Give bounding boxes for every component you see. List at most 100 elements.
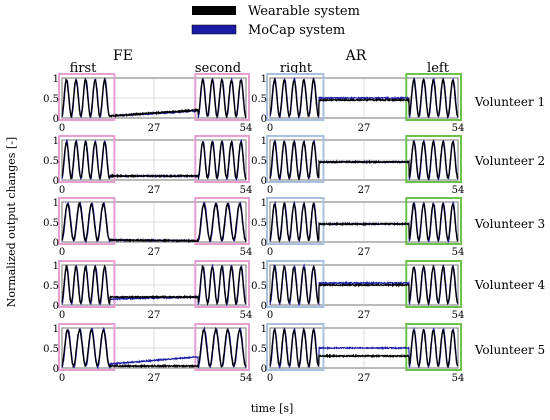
panel-1-fe-series-wearable bbox=[61, 77, 247, 119]
panel-1-fe-xtick-2: 54 bbox=[240, 123, 253, 134]
row-label-volunteer-3: Volunteer 3 bbox=[474, 217, 545, 231]
panel-1-fe-window-second bbox=[194, 73, 250, 121]
panel-3-ar-ytick-2: 1 bbox=[261, 198, 267, 209]
sublabel-first: first bbox=[70, 61, 98, 76]
panel-3-ar-ytick-0: 0 bbox=[261, 238, 267, 249]
panel-3-fe-ytick-2: 1 bbox=[53, 198, 59, 209]
panel-2-ar-window-left bbox=[405, 135, 462, 183]
panel-3-ar-xtick-0: 0 bbox=[267, 247, 273, 258]
panel-4-fe-xtick-2: 54 bbox=[240, 310, 253, 321]
panel-2-fe-xtick-1: 27 bbox=[148, 185, 161, 196]
legend-label-mocap: MoCap system bbox=[248, 23, 345, 38]
panel-2-fe: 0 0.5 1 0 27 54 bbox=[43, 135, 252, 196]
panel-1-ar-series-wearable bbox=[269, 77, 459, 119]
panel-2-fe-ytick-0: 0 bbox=[53, 176, 59, 187]
sublabel-right: right bbox=[280, 61, 313, 76]
panel-4-ar-ytick-0: 0 bbox=[261, 301, 267, 312]
panel-5-ar: 0 0.5 1 0 27 54 bbox=[251, 323, 465, 384]
panel-4-ar-window-right bbox=[266, 260, 325, 308]
panel-5-fe-ytick-2: 1 bbox=[53, 324, 59, 335]
panel-1-fe-ytick-2: 1 bbox=[53, 74, 59, 85]
panel-5-ar-xtick-2: 54 bbox=[452, 373, 465, 384]
panel-3-ar-ytick-1: 0.5 bbox=[251, 218, 267, 229]
panel-3-ar-window-right bbox=[266, 197, 325, 245]
panel-4-fe-xtick-0: 0 bbox=[59, 310, 65, 321]
panel-2-fe-ytick-1: 0.5 bbox=[43, 156, 59, 167]
panel-1-ar-ytick-2: 1 bbox=[261, 74, 267, 85]
y-axis-label: Normalized output changes [-] bbox=[5, 137, 18, 307]
panel-4-fe-ytick-2: 1 bbox=[53, 261, 59, 272]
panel-5-fe-ytick-0: 0 bbox=[53, 364, 59, 375]
legend: Wearable system MoCap system bbox=[191, 4, 360, 38]
legend-label-wearable: Wearable system bbox=[248, 4, 360, 19]
panel-5-ar-xtick-0: 0 bbox=[267, 373, 273, 384]
panel-2-ar-window-right bbox=[266, 135, 325, 183]
panel-1-ar: 0 0.5 1 0 27 54 bbox=[251, 73, 465, 134]
panel-3-ar-window-left bbox=[405, 197, 462, 245]
panel-5-ar-xtick-1: 27 bbox=[358, 373, 371, 384]
panel-4-ar-ytick-2: 1 bbox=[261, 261, 267, 272]
legend-swatch-mocap bbox=[191, 24, 237, 35]
panel-4-fe: 0 0.5 1 0 27 54 bbox=[43, 260, 253, 321]
panel-1-ar-ytick-0: 0 bbox=[261, 114, 267, 125]
sublabel-left: left bbox=[427, 61, 450, 76]
panel-4-fe-xtick-1: 27 bbox=[148, 310, 161, 321]
sublabel-second: second bbox=[195, 61, 241, 76]
panel-1-ar-window-left bbox=[405, 73, 462, 121]
panel-3-fe-window-first bbox=[58, 197, 116, 245]
panel-5-fe-window-first bbox=[58, 323, 116, 371]
panel-3-fe-xtick-1: 27 bbox=[148, 247, 161, 258]
panel-5-ar-ytick-0: 0 bbox=[261, 364, 267, 375]
panel-5-fe-series-wearable bbox=[61, 326, 247, 369]
panel-1-ar-window-right bbox=[266, 73, 325, 121]
panel-5-fe-xtick-0: 0 bbox=[59, 373, 65, 384]
panel-4-fe-series-wearable bbox=[61, 264, 247, 307]
panel-3-fe-ytick-1: 0.5 bbox=[43, 218, 59, 229]
panel-2-fe-series-wearable bbox=[61, 139, 247, 181]
panel-3-fe-series-wearable bbox=[61, 201, 247, 243]
column-title-fe: FE bbox=[113, 48, 133, 64]
panel-3-fe-ytick-0: 0 bbox=[53, 238, 59, 249]
panel-2-fe-ytick-2: 1 bbox=[53, 136, 59, 147]
panel-1-ar-xtick-1: 27 bbox=[358, 123, 371, 134]
x-axis-label: time [s] bbox=[251, 402, 294, 415]
row-label-volunteer-5: Volunteer 5 bbox=[474, 343, 545, 357]
panel-3-ar-xtick-2: 54 bbox=[452, 247, 465, 258]
panel-3-fe-xtick-2: 54 bbox=[240, 247, 253, 258]
panel-5-fe: 0 0.5 1 0 27 54 bbox=[43, 323, 252, 384]
panel-2-ar-series-wearable bbox=[269, 139, 459, 181]
panel-4-fe-ytick-0: 0 bbox=[53, 301, 59, 312]
panel-2-fe-window-first bbox=[58, 135, 116, 183]
panel-4-ar-series-wearable bbox=[269, 264, 459, 306]
panel-4-fe-window-first bbox=[58, 260, 116, 308]
panel-1-fe-ytick-1: 0.5 bbox=[43, 94, 59, 105]
panel-5-ar-ytick-1: 0.5 bbox=[251, 344, 267, 355]
panel-5-fe-xtick-1: 27 bbox=[148, 373, 161, 384]
panel-5-fe-ytick-1: 0.5 bbox=[43, 344, 59, 355]
panel-4-ar-ytick-1: 0.5 bbox=[251, 281, 267, 292]
row-label-volunteer-4: Volunteer 4 bbox=[474, 278, 546, 292]
panel-1-fe-xtick-1: 27 bbox=[148, 123, 161, 134]
row-label-volunteer-2: Volunteer 2 bbox=[474, 154, 545, 168]
panel-1-ar-xtick-2: 54 bbox=[452, 123, 465, 134]
panel-4-fe-window-second bbox=[194, 260, 250, 308]
panel-3-ar-series-wearable bbox=[269, 201, 459, 243]
column-title-ar: AR bbox=[345, 48, 367, 64]
panel-2-ar-xtick-0: 0 bbox=[267, 185, 273, 196]
panel-3-ar-xtick-1: 27 bbox=[358, 247, 371, 258]
panel-2-fe-window-second bbox=[194, 135, 250, 183]
panel-5-ar-series-wearable bbox=[269, 327, 459, 368]
panel-4-fe-ytick-1: 0.5 bbox=[43, 281, 59, 292]
panel-4-ar: 0 0.5 1 0 27 54 bbox=[251, 260, 464, 321]
panel-3-fe-window-second bbox=[194, 197, 250, 245]
panel-5-ar-ytick-2: 1 bbox=[261, 324, 267, 335]
legend-swatch-wearable bbox=[192, 6, 236, 15]
panel-4-ar-xtick-1: 27 bbox=[358, 310, 371, 321]
panel-3-fe-xtick-0: 0 bbox=[59, 247, 65, 258]
panel-1-fe-xtick-0: 0 bbox=[59, 123, 65, 134]
panel-1-fe-window-first bbox=[58, 73, 116, 121]
panel-1-fe-ytick-0: 0 bbox=[53, 114, 59, 125]
panel-2-fe-xtick-0: 0 bbox=[59, 185, 65, 196]
